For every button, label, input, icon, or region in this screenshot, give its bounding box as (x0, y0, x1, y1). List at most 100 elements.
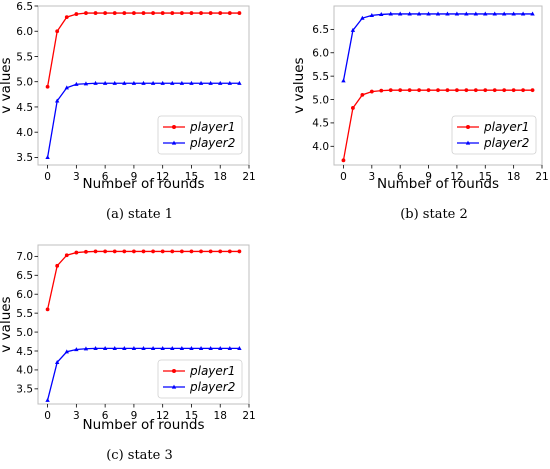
y-tick-label: 4.5 (16, 346, 33, 358)
y-tick-label: 4.5 (16, 102, 33, 114)
data-point (141, 345, 146, 350)
y-tick-label: 4.0 (312, 141, 329, 153)
panel-caption: (a) state 1 (106, 207, 173, 222)
chart-panel-2: 0 3 6 9 12 15 18 21 4.0 4.5 5.0 5.5 6.0 6.5 Number of … (291, 5, 549, 222)
x-tick-label: 18 (214, 410, 227, 422)
data-point (530, 11, 535, 16)
y-tick-label: 4.0 (16, 127, 33, 139)
x-tick-label: 18 (214, 171, 227, 183)
data-point (189, 249, 194, 254)
data-point (397, 11, 403, 16)
data-point (45, 307, 50, 312)
x-axis-label: Number of rounds (82, 417, 204, 433)
x-tick-label: 0 (340, 171, 347, 183)
x-tick-label: 6 (397, 171, 404, 183)
data-point (227, 80, 233, 85)
data-point (208, 11, 213, 15)
series-line-player1 (46, 250, 240, 310)
x-tick-label: 3 (73, 171, 80, 183)
data-point (141, 249, 146, 254)
data-point (170, 11, 175, 15)
series-line-player1 (46, 12, 240, 87)
y-tick-label: 6.5 (16, 270, 33, 282)
data-point (112, 249, 117, 254)
data-point (179, 80, 185, 85)
data-point (407, 88, 412, 93)
legend: player1 player2 (157, 359, 243, 399)
y-tick-label: 4.0 (16, 365, 33, 377)
data-point (369, 89, 374, 94)
chart-panel-3: 0 3 6 9 12 15 18 21 3.5 4.0 4.5 5.0 5.5 6.0 6.5 7.0 Numb… (0, 244, 256, 463)
data-point (198, 345, 204, 350)
x-tick-label: 15 (185, 410, 198, 422)
y-tick-label: 4.5 (312, 118, 329, 130)
series-line-player2 (342, 13, 533, 81)
legend-label-player2: player2 (189, 136, 235, 150)
y-tick-label: 5.5 (16, 308, 33, 320)
series-player1 (45, 249, 242, 312)
series-player2 (341, 11, 535, 83)
data-point (55, 29, 60, 34)
data-point (227, 345, 233, 350)
data-point (208, 249, 213, 254)
data-point (218, 345, 223, 350)
data-point (45, 155, 50, 160)
data-point (473, 11, 479, 16)
x-tick-label: 6 (102, 410, 109, 422)
data-point (227, 249, 232, 254)
data-point (132, 249, 136, 254)
legend-box (451, 115, 537, 155)
data-point (445, 88, 450, 93)
x-axis-label: Number of rounds (377, 176, 499, 192)
data-point (492, 88, 497, 93)
data-point (360, 15, 365, 20)
data-point (369, 12, 375, 17)
data-point (464, 11, 469, 16)
data-point (179, 249, 184, 254)
data-point (151, 11, 155, 15)
data-point (93, 345, 98, 350)
data-point (473, 88, 478, 93)
data-point (445, 11, 450, 16)
x-tick-label: 6 (102, 171, 109, 183)
data-point (520, 11, 526, 16)
data-point (84, 249, 88, 254)
y-tick-label: 5.0 (16, 77, 33, 89)
data-point (199, 249, 203, 254)
x-tick-label: 3 (368, 171, 375, 183)
data-point (64, 15, 69, 20)
data-point (93, 80, 98, 85)
data-point (501, 11, 507, 16)
legend-label-player1: player1 (189, 364, 235, 378)
data-point (426, 88, 431, 93)
data-point (84, 11, 88, 15)
y-tick-label: 7.0 (16, 251, 33, 263)
x-tick-label: 18 (507, 171, 520, 183)
panel-caption: (b) state 2 (400, 207, 468, 222)
data-point (341, 158, 346, 163)
y-tick-label: 6.0 (16, 289, 33, 301)
legend: player1 player2 (157, 115, 243, 155)
data-point (351, 106, 355, 110)
x-tick-label: 12 (156, 410, 169, 422)
series-player1 (341, 88, 535, 163)
data-point (417, 88, 421, 93)
data-point (83, 346, 89, 351)
y-tick-label: 6.5 (312, 24, 329, 36)
data-point (341, 78, 346, 83)
data-point (388, 11, 393, 16)
data-point (122, 11, 127, 15)
data-point (483, 11, 488, 16)
data-point (189, 345, 194, 350)
data-point (122, 249, 127, 254)
data-point (237, 249, 242, 254)
data-point (102, 80, 108, 85)
plot-frame (37, 244, 250, 405)
legend-label-player1: player1 (483, 120, 529, 134)
panel-caption: (c) state 3 (106, 448, 173, 463)
data-point (103, 249, 108, 254)
x-tick-label: 12 (156, 171, 169, 183)
data-point (379, 88, 384, 93)
data-point (122, 80, 127, 85)
